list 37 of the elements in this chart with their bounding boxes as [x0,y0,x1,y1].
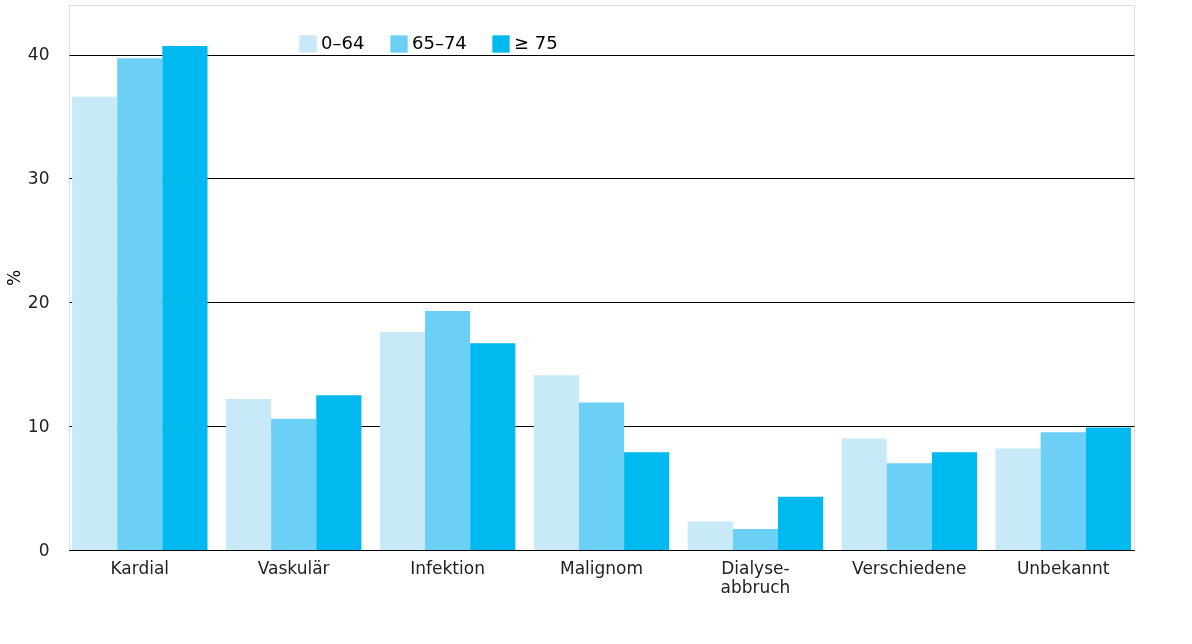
x-tick-label: Vaskulär [257,557,330,578]
bar [316,395,362,550]
y-tick-label: 30 [27,167,50,188]
legend-label: 0–64 [321,32,365,53]
bar [886,463,932,550]
bar [578,402,625,550]
x-tick-label: Malignom [559,557,644,578]
x-tick-label: Infektion [410,557,485,578]
bar [117,58,163,550]
y-tick-label: 10 [27,415,50,436]
y-tick-label: 40 [27,44,50,65]
bar [271,418,317,550]
bar [1040,432,1086,550]
y-tick-label: 20 [27,291,50,312]
bar [687,521,733,550]
bar [225,398,272,550]
bar [777,496,824,550]
bar [841,438,887,550]
bar [1085,427,1131,550]
bar [533,375,579,550]
legend-label: 65–74 [412,32,467,53]
x-tick-label: Dialyse- abbruch [720,557,791,597]
bar [470,343,516,550]
bar [425,310,471,550]
bar [732,528,778,550]
bar [379,332,426,550]
legend-label: ≥ 75 [514,32,558,53]
bar [162,45,208,550]
y-axis-title: % [3,269,24,287]
x-tick-label: Verschiedene [852,557,967,578]
bar [995,448,1041,550]
bar [931,452,978,550]
x-tick-label: Kardial [110,557,170,578]
bar [72,96,118,550]
y-tick-label: 0 [38,539,50,560]
x-tick-label: Unbekannt [1016,557,1110,578]
bar [624,452,670,550]
